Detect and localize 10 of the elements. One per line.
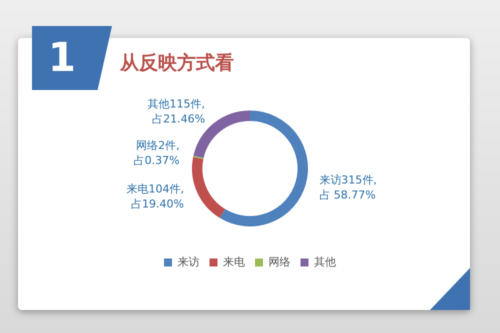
legend-label: 来电: [223, 255, 245, 268]
data-label: 其他115件, 占21.46%: [148, 98, 206, 126]
legend-label: 来访: [178, 255, 200, 268]
text: 1: [48, 34, 76, 83]
legend-label: 网络: [268, 255, 290, 268]
data-label: 来访315件, 占 58.77%: [319, 173, 377, 202]
chart-title: 从反映方式看: [120, 51, 234, 76]
data-label: 来电104件, 占19.40%: [126, 182, 184, 211]
data-label: 网络2件, 占0.37%: [134, 138, 180, 167]
legend-label: 其他: [314, 255, 336, 268]
